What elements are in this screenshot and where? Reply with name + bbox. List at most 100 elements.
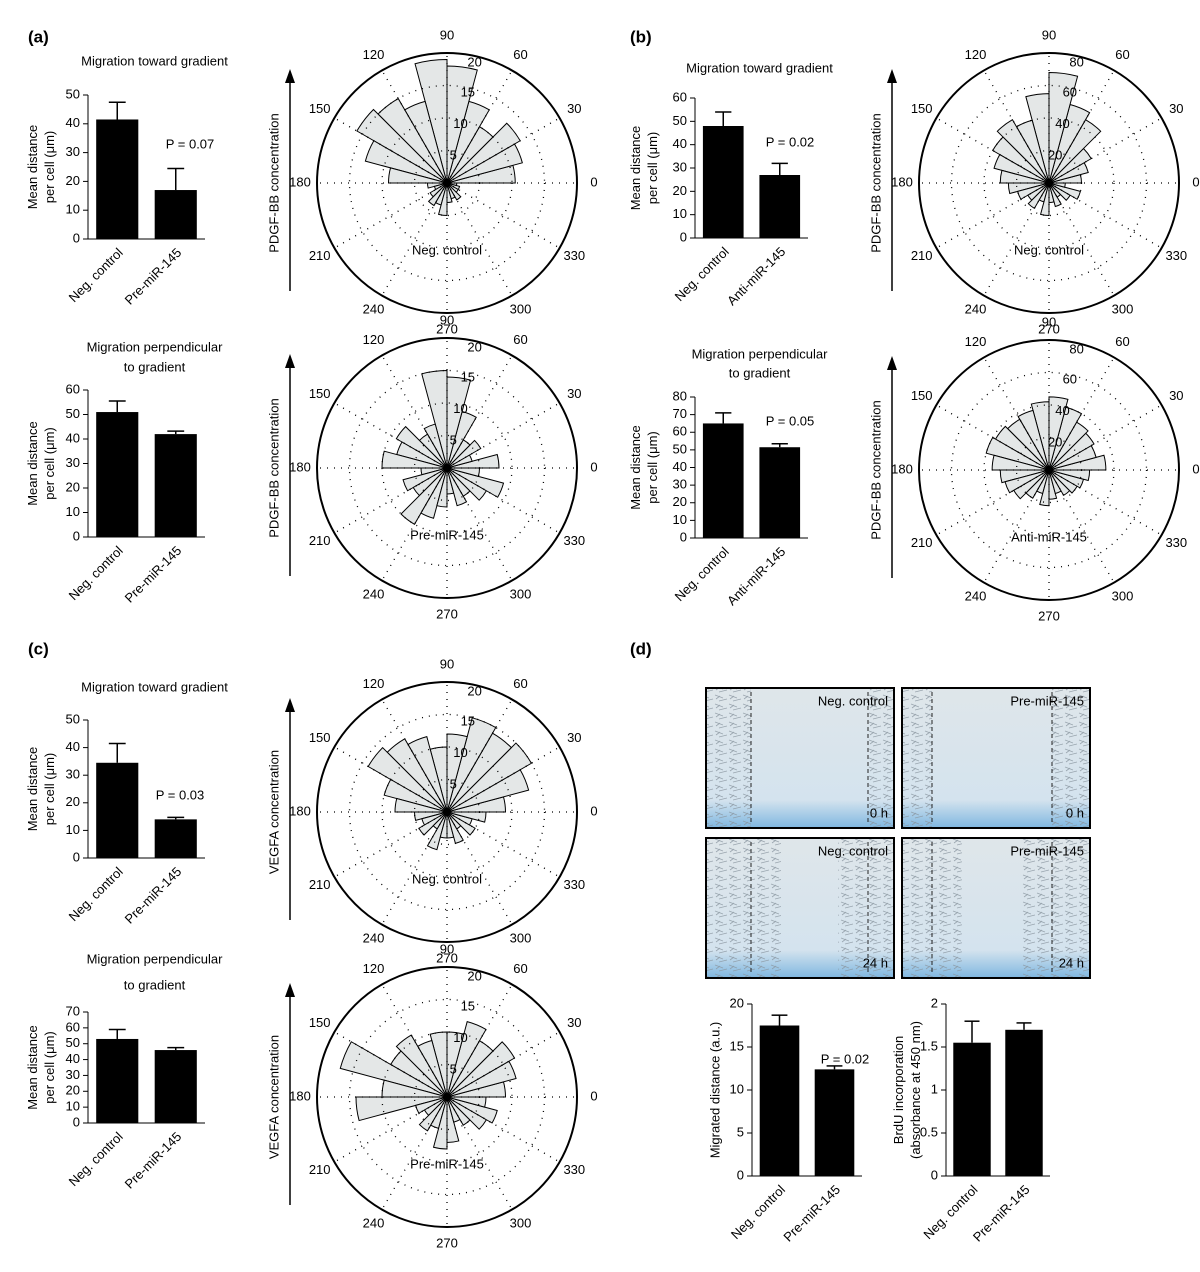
- theta-tick-label: 60: [513, 47, 527, 62]
- rose-spoke: [1048, 357, 1115, 471]
- rose-spoke: [446, 402, 560, 469]
- r-tick-label: 5: [450, 148, 457, 163]
- y-tick-label: 0: [73, 849, 80, 864]
- theta-tick-label: 180: [891, 174, 913, 189]
- rose-spoke: [446, 467, 560, 534]
- rose-outer: [316, 966, 578, 1228]
- rose-spoke: [446, 699, 513, 813]
- y-axis-label: per cell (μm): [42, 131, 57, 204]
- theta-tick-label: 240: [363, 587, 385, 602]
- rose-spoke: [1048, 182, 1115, 296]
- x-tick-label: Pre-miR-145: [122, 1129, 185, 1192]
- rose-grid: [983, 404, 1115, 536]
- rose-sector: [1039, 182, 1050, 217]
- bar: [96, 1038, 139, 1123]
- rose-spoke: [936, 404, 1050, 471]
- p-value: P = 0.05: [766, 413, 815, 428]
- theta-tick-label: 90: [1042, 314, 1056, 329]
- r-tick-label: 15: [461, 713, 475, 728]
- rose-sector: [427, 182, 448, 207]
- gradient-label: VEGFA concentration: [266, 750, 281, 874]
- bar: [154, 1050, 197, 1123]
- rose-sector: [446, 811, 487, 823]
- y-tick-label: 40: [66, 115, 80, 130]
- rose-spoke: [983, 357, 1050, 471]
- y-tick-label: 60: [673, 424, 687, 439]
- y-tick-label: 50: [673, 441, 687, 456]
- y-tick-label: 40: [673, 136, 687, 151]
- rose-spoke: [936, 117, 1050, 184]
- theta-tick-label: 300: [1112, 589, 1134, 604]
- rose-sector: [1025, 469, 1050, 499]
- bar: [814, 1069, 855, 1176]
- rose-sector: [395, 425, 448, 469]
- rose-sector: [400, 467, 448, 525]
- theta-tick-label: 300: [1112, 302, 1134, 317]
- rose-outer: [316, 681, 578, 943]
- arrow-head: [285, 354, 295, 368]
- r-tick-label: 40: [1055, 403, 1069, 418]
- y-tick-label: 40: [66, 1051, 80, 1066]
- image-label: Pre-miR-145: [1010, 693, 1084, 708]
- bar: [96, 119, 139, 239]
- panel-label: (c): [28, 639, 49, 658]
- x-tick-label: Neg. control: [728, 1182, 788, 1242]
- rose-grid: [950, 371, 1148, 569]
- rose-spoke: [334, 1031, 448, 1098]
- rose-sector: [1048, 71, 1079, 184]
- theta-tick-label: 90: [1042, 27, 1056, 42]
- r-tick-label: 5: [450, 433, 457, 448]
- r-tick-label: 5: [450, 777, 457, 792]
- cell-region: [903, 689, 932, 827]
- theta-tick-label: 60: [1115, 334, 1129, 349]
- y-tick-label: 0: [680, 229, 687, 244]
- arrow-head: [887, 69, 897, 83]
- r-tick-label: 80: [1069, 55, 1083, 70]
- rose-grid: [1015, 149, 1083, 217]
- r-tick-label: 10: [453, 1030, 467, 1045]
- gradient-label: PDGF-BB concentration: [266, 113, 281, 252]
- rose-spoke: [334, 402, 448, 469]
- y-tick-label: 70: [673, 406, 687, 421]
- y-axis-label: Migrated distance (a.u.): [707, 1022, 722, 1159]
- theta-tick-label: 330: [563, 877, 585, 892]
- rose-spoke: [1048, 469, 1162, 536]
- bar: [154, 819, 197, 858]
- arrow-head: [285, 698, 295, 712]
- x-tick-label: Neg. control: [672, 544, 732, 604]
- y-tick-label: 0: [680, 529, 687, 544]
- rose-sector: [418, 1096, 448, 1132]
- theta-tick-label: 210: [911, 535, 933, 550]
- rose-sector: [1048, 182, 1082, 200]
- rose-spoke: [446, 811, 513, 925]
- r-tick-label: 10: [453, 116, 467, 131]
- rose-sector: [423, 423, 448, 469]
- chart-title: Migration toward gradient: [81, 53, 228, 68]
- theta-tick-label: 120: [363, 676, 385, 691]
- panel-label: (a): [28, 27, 49, 46]
- y-tick-label: 10: [673, 512, 687, 527]
- theta-tick-label: 240: [363, 931, 385, 946]
- theta-tick-label: 210: [309, 248, 331, 263]
- y-axis-label: (absorbance at 450 nm): [908, 1021, 923, 1159]
- y-tick-label: 40: [66, 430, 80, 445]
- rose-spoke: [446, 467, 513, 581]
- y-tick-label: 10: [66, 504, 80, 519]
- rose-grid: [381, 117, 513, 249]
- arrow-head: [285, 69, 295, 83]
- rose-sector: [367, 746, 448, 813]
- y-tick-label: 5: [737, 1124, 744, 1139]
- r-tick-label: 80: [1069, 342, 1083, 357]
- theta-tick-label: 30: [567, 730, 581, 745]
- cell-region: [868, 689, 893, 827]
- x-tick-label: Pre-miR-145: [122, 543, 185, 606]
- rose-outer: [316, 52, 578, 314]
- theta-tick-label: 330: [563, 533, 585, 548]
- rose-spoke: [334, 746, 448, 813]
- rose-spoke: [446, 1096, 560, 1163]
- chart-title: to gradient: [729, 365, 791, 380]
- theta-tick-label: 270: [1038, 608, 1060, 623]
- bar: [759, 1025, 800, 1176]
- y-axis-label: Mean distance: [25, 1025, 40, 1110]
- rose-spoke: [1048, 117, 1162, 184]
